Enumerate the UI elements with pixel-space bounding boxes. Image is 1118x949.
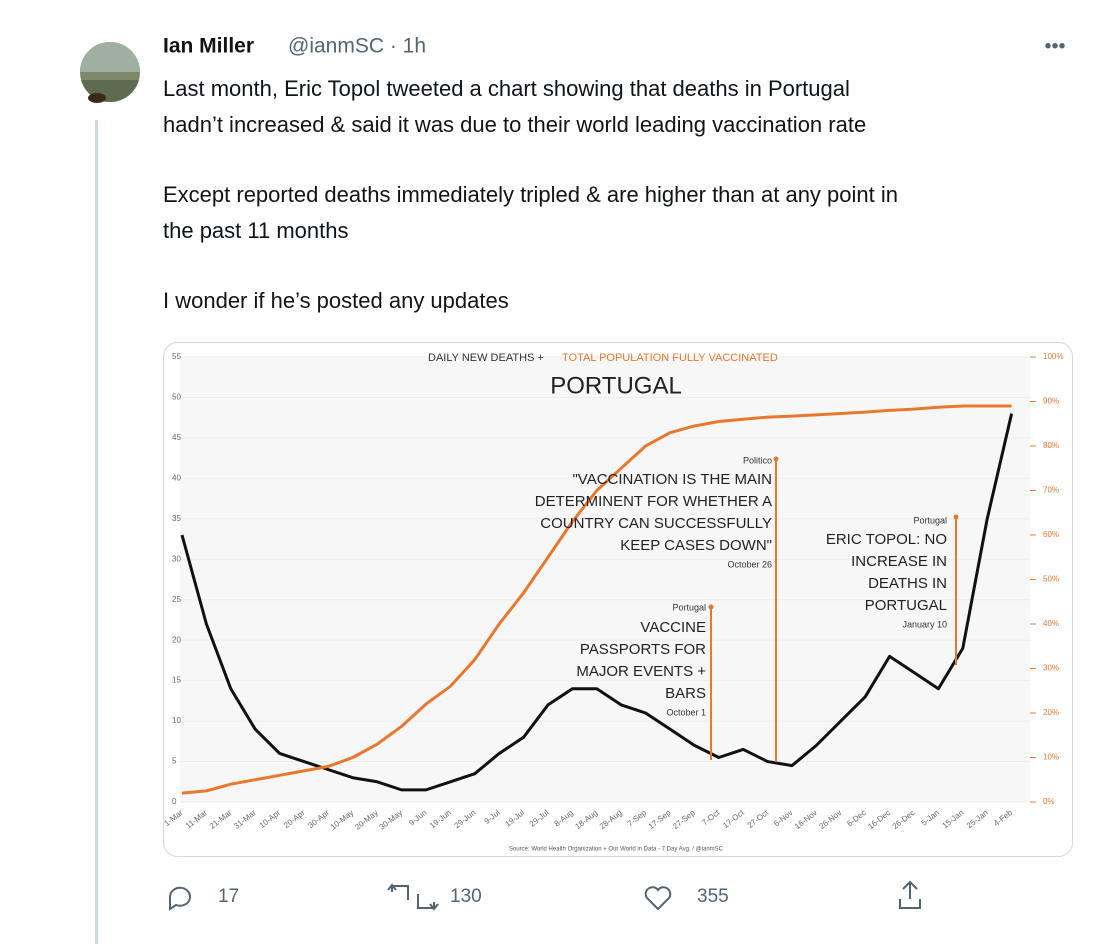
y-tick-label: 10 (172, 716, 181, 725)
y2-tick-label: 70% (1043, 486, 1059, 495)
annotation-text: DEATHS IN (868, 575, 947, 592)
annotation-source: Portugal (913, 515, 947, 525)
y-tick-label: 55 (172, 352, 181, 361)
author-name[interactable]: Ian Miller (163, 35, 254, 58)
tweet-text-line: Except reported deaths immediately tripl… (163, 182, 898, 207)
like-icon[interactable] (644, 886, 672, 911)
y2-tick-label: 30% (1043, 664, 1059, 673)
y-tick-label: 5 (172, 757, 177, 766)
thread-line (95, 120, 98, 944)
annotation-text: BARS (665, 685, 706, 702)
y-tick-label: 45 (172, 433, 181, 442)
chart-source: Source: World Health Organization + Our … (509, 847, 724, 853)
annotation-text: MAJOR EVENTS + (576, 663, 706, 680)
annotation-dot (953, 514, 959, 520)
annotation-source: Portugal (672, 602, 706, 612)
annotation-text: INCREASE IN (851, 553, 947, 570)
y2-tick-label: 10% (1043, 753, 1059, 762)
y-tick-label: 0 (172, 797, 177, 806)
annotation-text: PORTUGAL (865, 597, 947, 614)
y2-tick-label: 50% (1043, 575, 1059, 584)
y-tick-label: 25 (172, 595, 181, 604)
y2-tick-label: 100% (1043, 352, 1063, 361)
avatar[interactable] (80, 42, 140, 105)
annotation-text: ERIC TOPOL: NO (826, 531, 947, 548)
y2-tick-label: 60% (1043, 530, 1059, 539)
annotation-date: January 10 (902, 619, 947, 629)
retweet-icon[interactable] (387, 883, 439, 911)
annotation-text: COUNTRY CAN SUCCESSFULLY (540, 515, 772, 532)
y-tick-label: 50 (172, 393, 181, 402)
y-tick-label: 40 (172, 473, 181, 482)
plot-bg (180, 357, 1030, 802)
chart-title: PORTUGAL (550, 372, 682, 399)
annotation-source: Politico (743, 455, 772, 465)
y2-tick-label: 40% (1043, 619, 1059, 628)
series-line (181, 404, 1012, 795)
y2-tick-label: 0% (1043, 797, 1055, 806)
annotation-dot (773, 456, 779, 462)
annotation-text: PASSPORTS FOR (580, 641, 706, 658)
y-tick-label: 20 (172, 635, 181, 644)
y2-tick-label: 90% (1043, 397, 1059, 406)
y-tick-label: 30 (172, 554, 181, 563)
y-tick-label: 15 (172, 676, 181, 685)
y2-tick-label: 80% (1043, 441, 1059, 450)
reply-icon[interactable] (168, 886, 191, 911)
tweet-text-line: the past 11 months (163, 218, 349, 243)
share-icon[interactable] (899, 880, 921, 909)
retweet-count[interactable]: 130 (450, 886, 482, 907)
annotation-date: October 26 (727, 559, 772, 569)
annotation-dot (708, 604, 714, 610)
y-tick-label: 35 (172, 514, 181, 523)
tweet-text-line: hadn’t increased & said it was due to th… (163, 112, 866, 137)
annotation-text: VACCINE (640, 619, 706, 636)
like-count[interactable]: 355 (697, 886, 729, 907)
annotation-date: October 1 (666, 707, 706, 717)
chart-subtitle-vaccinated: TOTAL POPULATION FULLY VACCINATED (562, 352, 778, 364)
reply-count[interactable]: 17 (218, 886, 239, 907)
author-handle[interactable]: @ianmSC · 1h (288, 35, 426, 58)
y2-tick-label: 20% (1043, 708, 1059, 717)
more-menu[interactable]: ••• (1044, 35, 1065, 57)
tweet-text-line: I wonder if he’s posted any updates (163, 288, 509, 313)
tweet-text-line: Last month, Eric Topol tweeted a chart s… (163, 76, 850, 101)
annotation-text: DETERMINENT FOR WHETHER A (535, 493, 772, 510)
annotation-text: KEEP CASES DOWN" (620, 537, 772, 554)
annotation-text: "VACCINATION IS THE MAIN (572, 471, 772, 488)
chart-subtitle: DAILY NEW DEATHS + (428, 352, 544, 364)
